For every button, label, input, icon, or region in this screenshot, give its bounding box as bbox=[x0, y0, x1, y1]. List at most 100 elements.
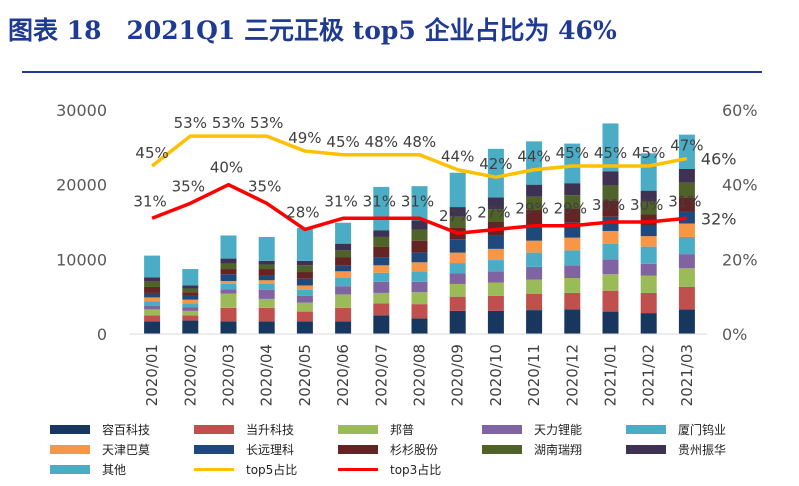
bar-segment bbox=[640, 246, 657, 264]
legend-item: 长远理科 bbox=[194, 439, 294, 459]
bar-segment bbox=[678, 309, 695, 334]
bar-segment bbox=[487, 295, 504, 311]
legend-line-marker bbox=[338, 467, 378, 471]
bar-segment bbox=[182, 285, 199, 289]
x-axis-tick-label: 2020/04 bbox=[258, 344, 276, 406]
bar-segment bbox=[411, 240, 428, 253]
bar-segment bbox=[564, 208, 581, 223]
data-label: 45% bbox=[632, 144, 665, 162]
x-axis-tick-label: 2021/03 bbox=[678, 344, 696, 406]
bar-segment bbox=[678, 254, 695, 269]
bar-segment bbox=[411, 292, 428, 305]
end-value-label: 32% bbox=[701, 209, 737, 228]
bar-segment bbox=[640, 275, 657, 293]
legend-label: 天津巴莫 bbox=[102, 442, 151, 457]
bar-segment bbox=[296, 295, 313, 303]
data-label: 44% bbox=[517, 148, 550, 166]
bar-segment bbox=[678, 168, 695, 183]
bar-segment bbox=[220, 274, 237, 281]
bar-segment bbox=[144, 280, 161, 287]
bar-segment bbox=[182, 303, 199, 308]
bar-segment bbox=[449, 207, 466, 217]
legend-label: 当升科技 bbox=[246, 422, 295, 437]
bar-segment bbox=[296, 260, 313, 266]
bar-segment bbox=[373, 230, 390, 237]
bar-segment bbox=[564, 278, 581, 293]
legend-swatch bbox=[338, 424, 378, 434]
x-axis-tick-label: 2020/05 bbox=[296, 344, 314, 406]
bar-segment bbox=[640, 201, 657, 215]
bar-segment bbox=[640, 313, 657, 334]
legend-item: 贵州振华 bbox=[626, 439, 726, 459]
legend-label: 厦门钨业 bbox=[678, 422, 727, 437]
bar-segment bbox=[220, 283, 237, 290]
bar-segment bbox=[678, 211, 695, 224]
right-axis-ticks: 0% 20% 40% 60% bbox=[722, 101, 758, 344]
point-labels: 45% 53% 53% 53% 49% 45% 48% 48% 44% 42% 44% 45% 45% 4… bbox=[133, 114, 736, 228]
bar-segment bbox=[602, 185, 619, 201]
bar-segment bbox=[144, 301, 161, 306]
bar-segment bbox=[602, 200, 619, 217]
bar-segment bbox=[335, 243, 352, 251]
bar-segment bbox=[602, 259, 619, 275]
data-label: 47% bbox=[670, 137, 703, 155]
bar-segment bbox=[640, 292, 657, 314]
bar-segment bbox=[335, 294, 352, 308]
bar-segment bbox=[411, 252, 428, 263]
legend-label: 杉杉股份 bbox=[390, 442, 439, 457]
data-label: 48% bbox=[365, 133, 398, 151]
data-label: 27% bbox=[477, 203, 510, 221]
bar-segment bbox=[373, 292, 390, 304]
bar-segment bbox=[182, 292, 199, 296]
bar-segment bbox=[526, 196, 543, 211]
chart-title: 图表 18 2021Q1 三元正极 top5 企业占比为 46% bbox=[8, 16, 617, 45]
bar-segment bbox=[526, 293, 543, 311]
bar-segment bbox=[182, 307, 199, 311]
data-label: 53% bbox=[174, 114, 207, 132]
data-label: 45% bbox=[326, 133, 359, 151]
legend-swatch bbox=[626, 424, 666, 434]
bar-segment bbox=[487, 310, 504, 334]
bar-segment bbox=[640, 153, 657, 191]
bar-segment bbox=[411, 281, 428, 293]
bar-segment bbox=[296, 272, 313, 279]
data-label: 35% bbox=[172, 177, 205, 195]
bar-segment bbox=[258, 298, 275, 308]
left-axis-ticks: 0 10000 20000 30000 bbox=[56, 101, 107, 344]
data-label: 45% bbox=[594, 144, 627, 162]
title-underline bbox=[22, 71, 762, 73]
bar-segment bbox=[640, 263, 657, 276]
bar-segment bbox=[335, 271, 352, 278]
bar-segment bbox=[602, 230, 619, 244]
bar-segment bbox=[449, 263, 466, 274]
right-axis-tick-label: 20% bbox=[722, 250, 758, 269]
legend-item: 容百科技 bbox=[50, 419, 150, 439]
bar-segment bbox=[678, 268, 695, 287]
x-axis-tick-label: 2020/09 bbox=[449, 344, 467, 406]
bar-segment bbox=[220, 280, 237, 284]
bar-segment bbox=[449, 216, 466, 228]
bar-segment bbox=[182, 310, 199, 316]
x-axis-tick-label: 2020/06 bbox=[334, 344, 352, 406]
bar-segment bbox=[678, 286, 695, 310]
bar-segment bbox=[449, 310, 466, 334]
bar-segment bbox=[296, 278, 313, 286]
bar-segment bbox=[335, 257, 352, 266]
x-axis-tick-label: 2020/10 bbox=[487, 344, 505, 406]
data-label: 48% bbox=[403, 133, 436, 151]
bar-segment bbox=[373, 303, 390, 316]
bar-stacks bbox=[144, 123, 695, 334]
right-axis-tick-label: 60% bbox=[722, 101, 758, 120]
legend-item: 湖南瑞翔 bbox=[482, 439, 582, 459]
bar-segment bbox=[220, 269, 237, 275]
bar-segment bbox=[144, 286, 161, 293]
bar-segment bbox=[373, 281, 390, 293]
bar-segment bbox=[678, 223, 695, 237]
bar-segment bbox=[678, 236, 695, 255]
bar-segment bbox=[296, 265, 313, 273]
x-axis-tick-label: 2020/08 bbox=[411, 344, 429, 406]
bar-segment bbox=[144, 292, 161, 298]
bar-segment bbox=[411, 229, 428, 241]
x-axis-tick-label: 2021/01 bbox=[602, 344, 620, 406]
bar-segment bbox=[220, 293, 237, 308]
